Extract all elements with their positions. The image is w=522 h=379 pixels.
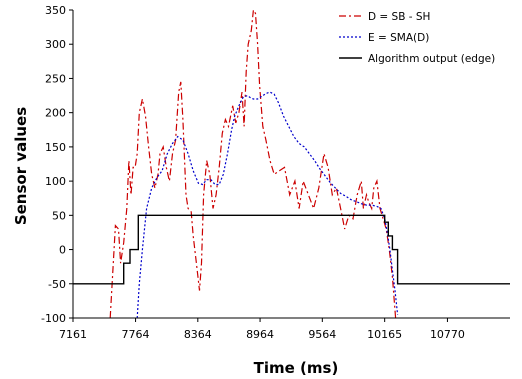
series-line-1 xyxy=(109,10,397,318)
legend-label-2: E = SMA(D) xyxy=(368,32,429,44)
y-tick-label: -100 xyxy=(41,312,66,325)
legend: D = SB - SH E = SMA(D) Algorithm output (e… xyxy=(339,11,495,65)
legend-label-1: D = SB - SH xyxy=(368,11,430,23)
axes: -100 -50 0 50 100 150 200 250 300 350 7161 7764 8364… xyxy=(41,4,510,341)
y-tick-label: 100 xyxy=(45,175,66,188)
y-tick-label: 300 xyxy=(45,38,66,51)
x-tick-label: 8964 xyxy=(246,328,274,341)
x-tick-label: 7161 xyxy=(59,328,87,341)
y-tick-label: 0 xyxy=(59,244,66,257)
x-tick-label: 7764 xyxy=(122,328,150,341)
y-tick-label: 350 xyxy=(45,4,66,17)
x-axis-title: Time (ms) xyxy=(254,359,339,377)
y-axis-title: Sensor values xyxy=(12,107,30,225)
series-line-3 xyxy=(73,214,510,285)
y-tick-label: 150 xyxy=(45,141,66,154)
y-tick-label: 250 xyxy=(45,72,66,85)
x-tick-label: 10770 xyxy=(430,328,465,341)
x-tick-label: 8364 xyxy=(184,328,212,341)
y-tick-label: -50 xyxy=(48,278,66,291)
plot-area xyxy=(73,10,510,318)
legend-label-3: Algorithm output (edge) xyxy=(368,53,495,65)
x-tick-label: 10165 xyxy=(367,328,402,341)
y-tick-label: 200 xyxy=(45,107,66,120)
y-tick-label: 50 xyxy=(52,209,66,222)
x-tick-label: 9564 xyxy=(308,328,336,341)
series-line-2 xyxy=(136,91,399,318)
